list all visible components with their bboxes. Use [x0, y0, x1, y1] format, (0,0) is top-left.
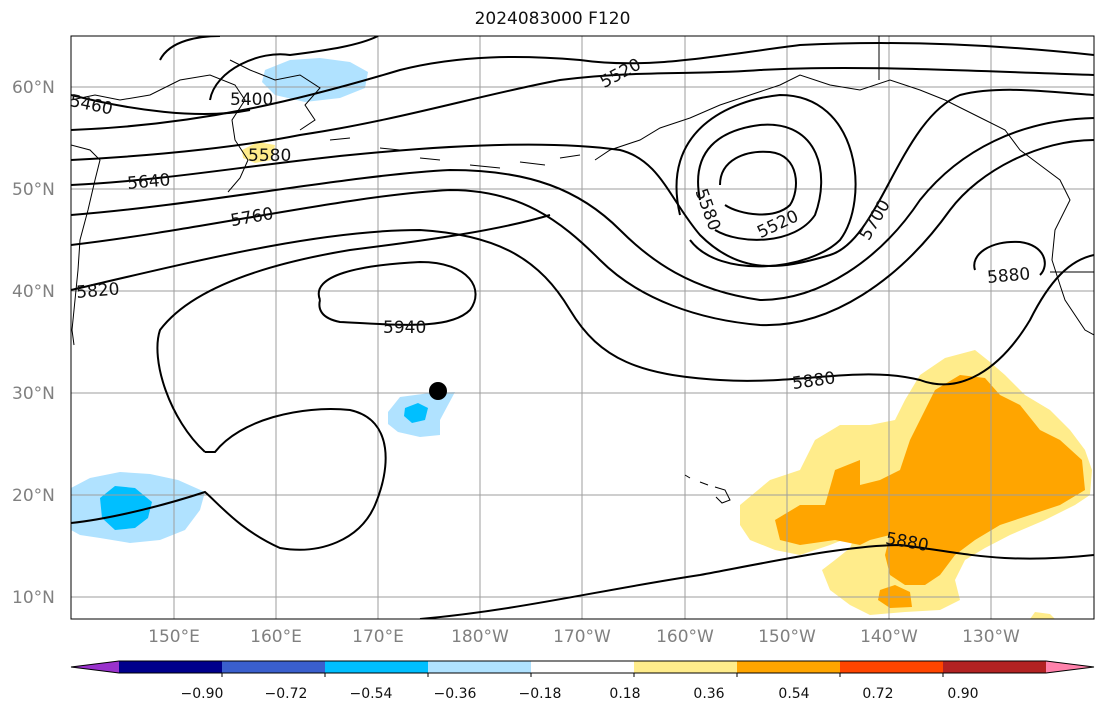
colorbar-segment — [428, 661, 532, 673]
contour-label: 5400 — [230, 90, 273, 110]
coastline-asia-west — [71, 144, 101, 346]
colorbar-tick-label: −0.90 — [181, 686, 224, 702]
contour-5580-north — [71, 66, 1094, 161]
gridlines — [71, 36, 1094, 619]
lat-label-40n: 40°N — [12, 282, 55, 302]
storm-marker — [429, 382, 447, 400]
contour-big-ridge — [156, 214, 551, 453]
lon-label-160e: 160°E — [250, 627, 302, 647]
coastline-alaska-west — [229, 59, 321, 131]
height-contours — [71, 36, 1094, 619]
lon-label-150e: 150°E — [148, 627, 200, 647]
shading-positive-light-kamchatka — [242, 142, 275, 163]
colorbar-tick-label: 0.90 — [947, 686, 978, 702]
contour-5640 — [71, 88, 1094, 267]
anomaly-shading — [71, 58, 1092, 619]
contour-5820 — [71, 139, 1094, 327]
colorbar-tick-label: −0.72 — [265, 686, 308, 702]
coastline-alaska-south — [594, 74, 1094, 336]
shading-positive-medium — [775, 375, 1085, 585]
colorbar-segment — [531, 661, 635, 673]
contour-5880-south-loop — [71, 408, 387, 551]
contour-5580-low — [697, 123, 823, 241]
coastline-aleutians — [329, 137, 581, 169]
lat-label-50n: 50°N — [12, 180, 55, 200]
colorbar-segment — [737, 661, 841, 673]
contour-label: 5580 — [248, 146, 291, 166]
latitude-labels: 60°N 50°N 40°N 30°N 20°N 10°N — [12, 78, 55, 608]
contour-label: 5820 — [75, 279, 120, 303]
lon-label-140w: 140°W — [860, 627, 918, 647]
colorbar-extension-low — [71, 661, 119, 673]
contour-5940 — [317, 260, 477, 326]
colorbar-segment — [943, 661, 1047, 673]
colorbar-tick-label: 0.54 — [778, 686, 809, 702]
colorbar-segment — [840, 661, 944, 673]
shading-negative-medium-west — [100, 486, 152, 530]
plot-frame — [70, 35, 1095, 620]
contour-5400 — [209, 36, 379, 101]
contour-5760 — [71, 117, 1094, 302]
coastline-kamchatka — [71, 74, 249, 193]
lon-label-170e: 170°E — [352, 627, 404, 647]
colorbar-tick-labels: −0.90 −0.72 −0.54 −0.36 −0.18 0.18 0.36 … — [181, 686, 979, 702]
lon-label-160w: 160°W — [656, 627, 714, 647]
colorbar-outline — [70, 660, 1095, 674]
colorbar-extension-high — [1046, 661, 1094, 673]
contour-5880-east — [419, 543, 1094, 619]
lon-label-130w: 130°W — [962, 627, 1020, 647]
colorbar-tick-label: 0.36 — [693, 686, 724, 702]
lon-label-180w: 180°W — [451, 627, 509, 647]
shading-positive-light-small — [1030, 612, 1055, 619]
colorbar-segment — [119, 661, 223, 673]
contour-label: 5880 — [986, 264, 1031, 288]
colorbar — [70, 660, 1095, 677]
contour-5700 — [675, 93, 857, 268]
lon-label-150w: 150°W — [758, 627, 816, 647]
colorbar-tick-label: −0.36 — [434, 686, 477, 702]
colorbar-tick-label: 0.72 — [862, 686, 893, 702]
colorbar-tick-label: 0.18 — [609, 686, 640, 702]
shading-negative-medium-storm — [404, 403, 428, 423]
contour-5880-loop — [973, 240, 1046, 276]
colorbar-tick-label: −0.54 — [350, 686, 393, 702]
contour-label: 5640 — [126, 170, 171, 194]
longitude-labels: 150°E 160°E 170°E 180°W 170°W 160°W 150°… — [148, 627, 1020, 647]
lon-label-170w: 170°W — [553, 627, 611, 647]
colorbar-tick-label: −0.18 — [519, 686, 562, 702]
lat-label-10n: 10°N — [12, 588, 55, 608]
colorbar-segment — [634, 661, 738, 673]
lat-label-30n: 30°N — [12, 384, 55, 404]
map-title: 2024083000 F120 — [474, 9, 631, 29]
colorbar-segment — [325, 661, 429, 673]
colorbar-segment — [222, 661, 326, 673]
shading-negative-light-alaska — [262, 58, 368, 102]
coastline-hawaii — [684, 474, 731, 504]
contour-5520-low — [719, 150, 797, 216]
contour-5880-west — [71, 228, 1094, 386]
lat-label-60n: 60°N — [12, 78, 55, 98]
lat-label-20n: 20°N — [12, 486, 55, 506]
coastlines — [71, 36, 1094, 504]
contour-label: 5940 — [383, 318, 426, 338]
